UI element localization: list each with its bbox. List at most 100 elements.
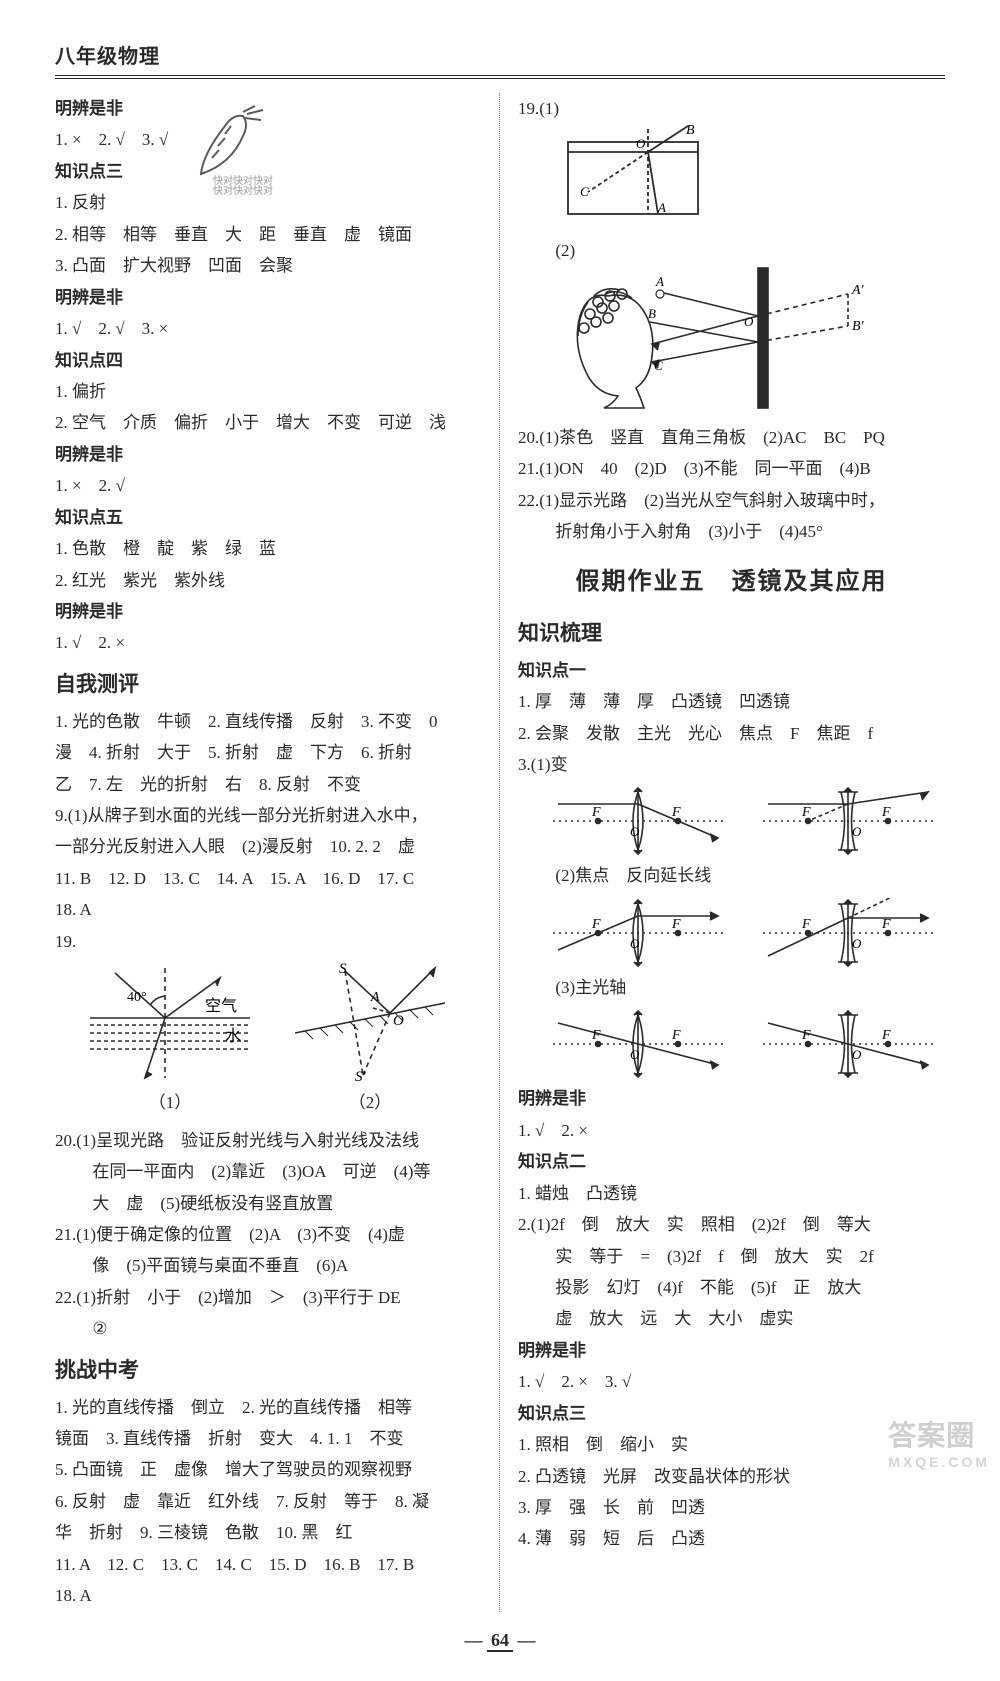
svg-text:O: O xyxy=(852,824,862,839)
answer-line: 1. √ 2. √ 3. × xyxy=(55,313,481,344)
svg-text:B: B xyxy=(648,306,656,321)
answer-line: 22.(1)折射 小于 (2)增加 ＞ (3)平行于 DE xyxy=(55,1282,481,1313)
svg-text:A: A xyxy=(370,990,380,1005)
answer-line: 1. 厚 薄 薄 厚 凸透镜 凹透镜 xyxy=(518,686,945,717)
convex-lens-3: F F O xyxy=(548,1009,728,1079)
answer-line: 2. 空气 介质 偏折 小于 增大 不变 可逆 浅 xyxy=(55,407,481,438)
answer-line: 2. 会聚 发散 主光 光心 焦点 F 焦距 f xyxy=(518,718,945,749)
answer-line: 9.(1)从牌子到水面的光线一部分光折射进入水中， xyxy=(55,800,481,831)
answer-line: 19.(1) xyxy=(518,93,945,124)
svg-text:B': B' xyxy=(852,319,865,334)
svg-text:空气: 空气 xyxy=(205,997,237,1015)
page-footer: — 64 — xyxy=(55,1630,945,1651)
mirror-face-diagram: A A' B B' C O xyxy=(548,266,878,411)
answer-line: 20.(1)茶色 竖直 直角三角板 (2)AC BC PQ xyxy=(518,422,945,453)
answer-line: 1. 偏折 xyxy=(55,376,481,407)
svg-text:F: F xyxy=(671,805,681,820)
svg-text:O: O xyxy=(636,136,646,151)
heading: 明辨是非 xyxy=(55,282,481,313)
svg-text:F: F xyxy=(801,805,811,820)
diagram-row: 40° 空气 水 xyxy=(85,963,481,1083)
answer-line: 18. A xyxy=(55,1580,481,1611)
answer-line: 像 (5)平面镜与桌面不垂直 (6)A xyxy=(55,1250,481,1281)
answer-line: 2.(1)2f 倒 放大 实 照相 (2)2f 倒 等大 xyxy=(518,1209,945,1240)
svg-text:O: O xyxy=(630,1047,640,1062)
answer-line: 1. × 2. √ xyxy=(55,470,481,501)
svg-text:F: F xyxy=(881,1028,891,1043)
convex-lens-1: F F O xyxy=(548,786,728,856)
answer-line: 11. B 12. D 13. C 14. A 15. A 16. D 17. … xyxy=(55,863,481,894)
page-number: 64 xyxy=(487,1630,513,1652)
answer-line: 1. 蜡烛 凸透镜 xyxy=(518,1178,945,1209)
svg-text:O: O xyxy=(852,1047,862,1062)
refraction-diagram-1: 40° 空气 水 xyxy=(85,963,255,1083)
heading: 明辨是非 xyxy=(518,1083,945,1114)
page: 八年级物理 明辨是非 快对快对快对 快对快对快对 1. × 2. √ 3. √ … xyxy=(0,0,1000,1681)
answer-line: 5. 凸面镜 正 虚像 增大了驾驶员的观察视野 xyxy=(55,1454,481,1485)
answer-line: 乙 7. 左 光的折射 右 8. 反射 不变 xyxy=(55,769,481,800)
section-heading: 挑战中考 xyxy=(55,1351,481,1390)
answer-line: 大 虚 (5)硬纸板没有竖直放置 xyxy=(55,1188,481,1219)
answer-line: 6. 反射 虚 靠近 红外线 7. 反射 等于 8. 凝 xyxy=(55,1486,481,1517)
concave-lens-2: F F O xyxy=(758,898,938,968)
caption: （2） xyxy=(285,1087,455,1118)
diagram-captions: （1） （2） xyxy=(85,1087,481,1118)
answer-line: ② xyxy=(55,1313,481,1344)
answer-line: 折射角小于入射角 (3)小于 (4)45° xyxy=(518,516,945,547)
svg-text:C: C xyxy=(580,184,589,199)
answer-line: 22.(1)显示光路 (2)当光从空气斜射入玻璃中时， xyxy=(518,485,945,516)
page-title: 八年级物理 xyxy=(55,40,945,79)
lens-row-1: F F O xyxy=(548,786,945,856)
section-heading: 知识梳理 xyxy=(518,614,945,653)
svg-text:水: 水 xyxy=(225,1027,241,1045)
svg-text:F: F xyxy=(591,1028,601,1043)
answer-line: 1. 照相 倒 缩小 实 xyxy=(518,1429,945,1460)
answer-line: 3.(1)变 xyxy=(518,749,945,780)
answer-line: 3. 厚 强 长 前 凹透 xyxy=(518,1492,945,1523)
answer-line: 2. 相等 相等 垂直 大 距 垂直 虚 镜面 xyxy=(55,219,481,250)
svg-text:A: A xyxy=(655,274,664,289)
answer-line: 2. 红光 紫光 紫外线 xyxy=(55,565,481,596)
heading: 知识点三 xyxy=(518,1398,945,1429)
svg-text:F: F xyxy=(671,1028,681,1043)
water-tank-diagram: B O C A xyxy=(558,124,728,224)
svg-text:O: O xyxy=(630,936,640,951)
svg-text:F: F xyxy=(671,917,681,932)
answer-line: 镜面 3. 直线传播 折射 变大 4. 1. 1 不变 xyxy=(55,1423,481,1454)
concave-lens-1: F F O xyxy=(758,786,938,856)
heading: 知识点一 xyxy=(518,655,945,686)
lens-row-3: F F O F F xyxy=(548,1009,945,1079)
answer-line: 2. 凸透镜 光屏 改变晶状体的形状 xyxy=(518,1461,945,1492)
two-column-layout: 明辨是非 快对快对快对 快对快对快对 1. × 2. √ 3. √ 知识点三 1… xyxy=(55,93,945,1612)
answer-line: 1. 色散 橙 靛 紫 绿 蓝 xyxy=(55,533,481,564)
caption: （1） xyxy=(85,1087,255,1118)
right-column: 19.(1) B O C A (2) xyxy=(500,93,945,1612)
carrot-icon: 快对快对快对 快对快对快对 xyxy=(185,104,295,199)
svg-text:O: O xyxy=(744,314,754,329)
svg-text:O: O xyxy=(393,1013,404,1029)
answer-line: 1. √ 2. × 3. √ xyxy=(518,1366,945,1397)
answer-line: 在同一平面内 (2)靠近 (3)OA 可逆 (4)等 xyxy=(55,1156,481,1187)
svg-text:C: C xyxy=(654,358,663,373)
answer-line: 11. A 12. C 13. C 14. C 15. D 16. B 17. … xyxy=(55,1549,481,1580)
convex-lens-2: F F O xyxy=(548,898,728,968)
answer-line: (2) xyxy=(518,235,945,266)
svg-text:F: F xyxy=(801,917,811,932)
svg-text:F: F xyxy=(881,805,891,820)
heading: 明辨是非 xyxy=(55,439,481,470)
answer-line: 1. 光的直线传播 倒立 2. 光的直线传播 相等 xyxy=(55,1392,481,1423)
answer-line: 1. √ 2. × xyxy=(518,1115,945,1146)
heading: 明辨是非 xyxy=(55,596,481,627)
svg-text:F: F xyxy=(801,1028,811,1043)
answer-line: 华 折射 9. 三棱镜 色散 10. 黑 红 xyxy=(55,1517,481,1548)
lens-row-2: F F O xyxy=(548,898,945,968)
svg-text:A: A xyxy=(657,200,666,215)
answer-line: 一部分光反射进入人眼 (2)漫反射 10. 2. 2 虚 xyxy=(55,831,481,862)
heading: 知识点四 xyxy=(55,345,481,376)
svg-text:F: F xyxy=(591,917,601,932)
answer-line: 1. √ 2. × xyxy=(55,627,481,658)
svg-text:S': S' xyxy=(355,1069,367,1083)
answer-line: 投影 幻灯 (4)f 不能 (5)f 正 放大 xyxy=(518,1272,945,1303)
heading: 知识点二 xyxy=(518,1146,945,1177)
answer-line: (2)焦点 反向延长线 xyxy=(518,860,945,891)
